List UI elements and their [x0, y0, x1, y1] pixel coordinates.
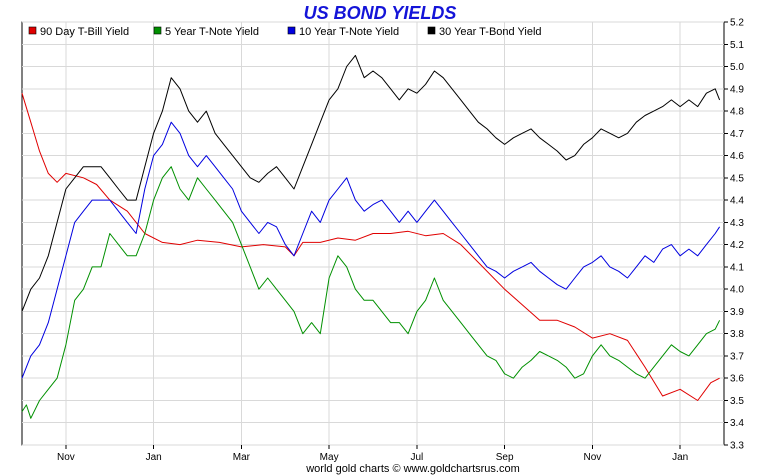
chart-footer: world gold charts © www.goldchartsrus.co…	[305, 463, 520, 475]
x-tick-label: Mar	[233, 452, 251, 463]
x-tick-label: May	[320, 452, 339, 463]
legend-swatch-4	[427, 26, 436, 35]
y-tick-label: 4.6	[730, 151, 744, 162]
y-axis: 3.3 3.4 3.5 3.6 3.7 3.8 3.9 4.0 4.1 4.2 4.3 4.4 4.5 4…	[724, 18, 744, 452]
x-tick-label: Jan	[146, 452, 162, 463]
y-tick-label: 5.0	[730, 62, 744, 73]
legend-label-4: 30 Year T-Bond Yield	[439, 26, 542, 38]
legend: 90 Day T-Bill Yield 5 Year T-Note Yield 10…	[28, 26, 542, 38]
y-tick-label: 4.4	[730, 196, 744, 207]
x-axis: Nov Jan Mar May Jul Sep Nov Jan	[57, 445, 688, 463]
y-tick-label: 3.9	[730, 307, 744, 318]
x-tick-label: Nov	[57, 452, 75, 463]
y-tick-label: 3.7	[730, 351, 744, 362]
x-tick-label: Sep	[496, 452, 514, 463]
y-tick-label: 5.2	[730, 18, 744, 29]
y-tick-label: 5.1	[730, 40, 744, 51]
legend-label-1: 90 Day T-Bill Yield	[40, 26, 129, 38]
legend-swatch-1	[28, 26, 37, 35]
y-tick-label: 4.1	[730, 262, 744, 273]
y-tick-label: 4.3	[730, 218, 744, 229]
y-tick-label: 4.8	[730, 107, 744, 118]
x-tick-label: Nov	[583, 452, 601, 463]
series-line-3	[21, 121, 721, 379]
gridlines	[22, 21, 724, 446]
series-line-1	[21, 93, 720, 401]
x-tick-label: Jan	[672, 452, 688, 463]
legend-swatch-2	[153, 26, 162, 35]
x-tick-label: Jul	[410, 452, 423, 463]
legend-label-3: 10 Year T-Note Yield	[299, 26, 399, 38]
y-tick-label: 3.6	[730, 374, 744, 385]
y-tick-label: 4.7	[730, 129, 744, 140]
y-tick-label: 4.5	[730, 173, 744, 184]
y-tick-label: 4.9	[730, 84, 744, 95]
legend-swatch-3	[287, 26, 296, 35]
y-tick-label: 3.5	[730, 396, 744, 407]
y-tick-label: 3.4	[730, 418, 744, 429]
series-line-4	[21, 54, 721, 312]
chart-title: US BOND YIELDS	[304, 3, 457, 23]
series-lines	[21, 54, 721, 419]
legend-label-2: 5 Year T-Note Yield	[165, 26, 259, 38]
y-tick-label: 4.0	[730, 285, 744, 296]
y-tick-label: 3.3	[730, 441, 744, 452]
y-tick-label: 3.8	[730, 329, 744, 340]
y-tick-label: 4.2	[730, 240, 744, 251]
series-line-2	[21, 166, 721, 419]
